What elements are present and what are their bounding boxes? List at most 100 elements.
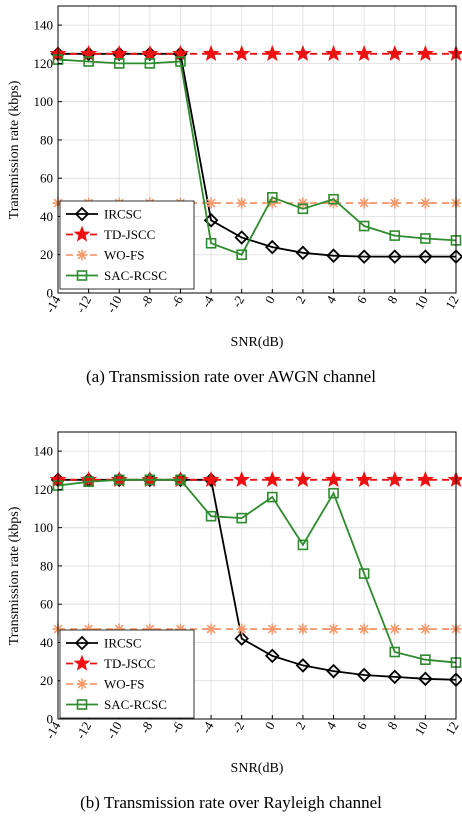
- data-point-ircsc: [418, 249, 433, 264]
- x-tick-label: 4: [323, 719, 339, 733]
- data-point-td-jscc: [294, 470, 312, 487]
- legend-box: [59, 200, 195, 290]
- x-tick-label: 6: [354, 719, 370, 733]
- legend-entry-wo-fs: WO-FS: [66, 677, 144, 692]
- data-point-sac-rcsc: [267, 192, 278, 203]
- x-tick-label: -12: [73, 293, 95, 316]
- data-point-wo-fs: [236, 197, 248, 209]
- y-tick-label: 20: [40, 247, 53, 262]
- data-point-wo-fs: [297, 623, 309, 635]
- legend-label: TD-JSCC: [104, 227, 155, 242]
- y-tick-label: 40: [40, 209, 53, 224]
- axes-frame: [57, 5, 457, 294]
- data-point-td-jscc: [325, 470, 342, 487]
- data-point-sac-rcsc: [297, 539, 309, 551]
- data-point-ircsc: [295, 658, 311, 673]
- data-point-sac-rcsc: [175, 474, 186, 486]
- data-point-td-jscc: [416, 44, 434, 61]
- figure-caption: (a) Transmission rate over AWGN channel: [86, 367, 376, 386]
- data-point-ircsc: [295, 245, 311, 261]
- y-tick-label: 100: [34, 520, 54, 535]
- x-axis-label: SNR(dB): [231, 761, 284, 776]
- data-point-wo-fs: [266, 623, 278, 635]
- y-axis-label: Transmission rate (kbps): [7, 506, 22, 645]
- data-point-td-jscc: [110, 44, 128, 61]
- legend-label: WO-FS: [104, 677, 144, 692]
- legend-marker-wo-fs: [76, 678, 88, 690]
- data-point-sac-rcsc: [205, 237, 217, 249]
- legend-entry-ircsc: IRCSC: [66, 207, 142, 222]
- data-point-wo-fs: [297, 197, 309, 209]
- legend-marker-wo-fs: [76, 249, 88, 261]
- axes-frame: [57, 431, 457, 720]
- data-point-ircsc: [265, 239, 280, 255]
- y-tick-label: 60: [40, 597, 53, 612]
- x-tick-label: -8: [137, 293, 155, 310]
- data-point-td-jscc: [263, 44, 281, 61]
- data-point-td-jscc: [294, 44, 312, 61]
- data-point-sac-rcsc: [358, 220, 370, 232]
- data-point-sac-rcsc: [83, 476, 94, 488]
- legend-entry-sac-rcsc: SAC-RCSC: [66, 697, 167, 712]
- data-point-td-jscc: [233, 44, 251, 61]
- data-point-td-jscc: [233, 470, 251, 487]
- data-point-sac-rcsc: [236, 249, 247, 261]
- data-point-ircsc: [387, 669, 403, 685]
- data-point-wo-fs: [328, 623, 340, 635]
- x-tick-label: 4: [323, 293, 339, 307]
- legend-marker-td-jscc: [73, 225, 91, 242]
- data-point-sac-rcsc: [113, 474, 125, 486]
- data-point-sac-rcsc: [113, 58, 125, 69]
- x-tick-label: 8: [384, 293, 400, 306]
- x-tick-label: 6: [354, 293, 370, 307]
- data-point-wo-fs: [236, 623, 248, 635]
- x-tick-label: -2: [229, 293, 247, 310]
- data-point-sac-rcsc: [389, 230, 401, 241]
- data-point-td-jscc: [355, 44, 373, 61]
- data-point-sac-rcsc: [420, 654, 431, 665]
- data-point-wo-fs: [358, 197, 370, 209]
- data-point-sac-rcsc: [83, 56, 94, 67]
- legend-label: IRCSC: [104, 207, 142, 222]
- data-point-ircsc: [234, 631, 249, 646]
- data-point-td-jscc: [141, 44, 159, 61]
- data-point-wo-fs: [205, 623, 217, 635]
- y-tick-label: 120: [34, 56, 54, 71]
- legend-label: SAC-RCSC: [104, 268, 167, 283]
- data-point-wo-fs: [389, 197, 401, 209]
- x-tick-label: -4: [198, 719, 217, 736]
- data-point-wo-fs: [419, 623, 431, 635]
- data-point-td-jscc: [263, 470, 281, 487]
- data-point-ircsc: [356, 249, 372, 264]
- data-point-sac-rcsc: [144, 474, 156, 486]
- x-tick-label: -12: [73, 719, 95, 742]
- data-point-td-jscc: [202, 44, 220, 61]
- data-point-wo-fs: [358, 623, 370, 635]
- x-tick-label: 2: [292, 293, 308, 306]
- x-tick-label: -10: [103, 719, 125, 742]
- data-point-sac-rcsc: [267, 491, 278, 503]
- data-point-td-jscc: [386, 44, 404, 61]
- series-sac-rcsc: [52, 54, 462, 261]
- data-point-wo-fs: [205, 197, 217, 209]
- legend-marker-ircsc: [74, 635, 90, 651]
- series-sac-rcsc: [52, 474, 462, 668]
- x-tick-label: 8: [384, 719, 400, 732]
- data-point-ircsc: [387, 249, 403, 264]
- x-tick-label: -14: [42, 719, 64, 742]
- y-tick-label: 140: [34, 444, 54, 459]
- data-point-td-jscc: [416, 470, 434, 487]
- y-tick-label: 20: [40, 673, 53, 688]
- x-tick-label: -14: [42, 293, 64, 316]
- y-tick-label: 40: [40, 635, 53, 650]
- x-tick-label: -10: [103, 293, 125, 316]
- x-tick-label: 10: [411, 293, 430, 312]
- x-tick-label: 10: [411, 719, 430, 738]
- legend: IRCSC TD-JSCC WO-FS SAC-RCSC: [59, 629, 195, 719]
- data-point-ircsc: [265, 648, 280, 664]
- data-point-sac-rcsc: [420, 233, 431, 244]
- x-tick-label: -8: [137, 719, 155, 736]
- x-axis-label: SNR(dB): [231, 335, 284, 350]
- x-tick-label: -2: [229, 719, 247, 736]
- y-tick-label: 60: [40, 171, 53, 186]
